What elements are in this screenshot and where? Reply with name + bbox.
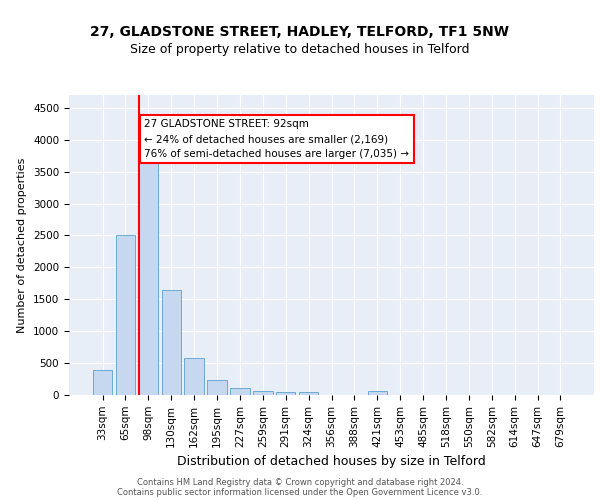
Bar	[93, 370, 112, 395]
Bar	[368, 392, 387, 395]
Bar	[276, 392, 295, 395]
Text: Size of property relative to detached houses in Telford: Size of property relative to detached ho…	[130, 44, 470, 57]
Bar	[253, 391, 272, 395]
Bar	[116, 236, 135, 395]
Bar	[184, 358, 204, 395]
Text: 27, GLADSTONE STREET, HADLEY, TELFORD, TF1 5NW: 27, GLADSTONE STREET, HADLEY, TELFORD, T…	[91, 26, 509, 40]
Bar	[208, 380, 227, 395]
Bar	[161, 290, 181, 395]
Bar	[230, 388, 250, 395]
Text: 27 GLADSTONE STREET: 92sqm
← 24% of detached houses are smaller (2,169)
76% of s: 27 GLADSTONE STREET: 92sqm ← 24% of deta…	[145, 120, 409, 159]
Y-axis label: Number of detached properties: Number of detached properties	[17, 158, 28, 332]
Bar	[139, 156, 158, 395]
Text: Contains HM Land Registry data © Crown copyright and database right 2024.
Contai: Contains HM Land Registry data © Crown c…	[118, 478, 482, 497]
Bar	[299, 392, 319, 395]
X-axis label: Distribution of detached houses by size in Telford: Distribution of detached houses by size …	[177, 455, 486, 468]
